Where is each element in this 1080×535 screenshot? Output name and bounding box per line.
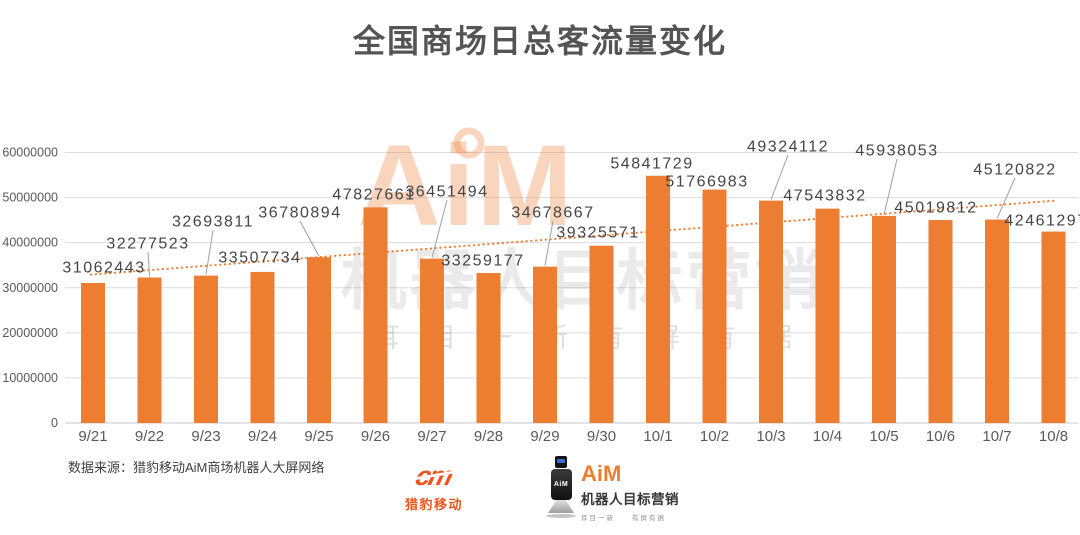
bar-value-label: 33507734: [218, 250, 301, 267]
bar: [137, 277, 162, 423]
bar-value-label: 49324112: [747, 139, 829, 156]
bar: [1041, 231, 1066, 423]
leader-line: [883, 158, 898, 216]
x-axis-tick-label: 10/6: [926, 428, 955, 445]
x-axis-tick-label: 9/27: [417, 428, 446, 445]
leader-line: [205, 229, 214, 275]
chart-title: 全国商场日总客流量变化: [352, 23, 727, 59]
x-axis-tick-label: 9/28: [474, 428, 503, 445]
x-axis-tick-label: 9/29: [530, 428, 559, 445]
bar: [533, 266, 557, 423]
y-axis-tick-label: 30000000: [2, 281, 58, 295]
y-axis-tick-label: 10000000: [2, 371, 58, 385]
cheetah-mobile-logo: cm 猎豹移动: [398, 460, 470, 513]
bar-value-label: 32277523: [106, 236, 189, 253]
x-axis-tick-label: 9/26: [361, 428, 390, 445]
x-axis-tick-label: 10/7: [982, 428, 1011, 445]
x-axis-tick-label: 9/24: [248, 428, 277, 445]
x-axis-tick-label: 10/2: [700, 428, 729, 445]
robot-body: AiM: [550, 469, 572, 500]
bar-value-label: 34678667: [511, 205, 594, 222]
robot-base: [548, 500, 574, 513]
watermark-line1: 机器人目标营销: [341, 243, 824, 317]
bar: [476, 273, 501, 423]
x-axis-tick-label: 9/21: [78, 428, 107, 445]
y-axis-tick-label: 0: [51, 416, 58, 430]
bar-value-label: 33259177: [441, 253, 524, 270]
x-axis-tick-label: 10/1: [643, 428, 672, 445]
bar: [872, 215, 896, 423]
bar: [759, 200, 783, 423]
bar-value-label: 47827661: [332, 187, 415, 204]
bar: [420, 258, 444, 423]
x-axis-tick-label: 9/25: [304, 428, 333, 445]
bar-value-label: 51766983: [665, 174, 748, 191]
leader-line: [544, 220, 554, 266]
cheetah-mobile-logo-text: 猎豹移动: [404, 497, 463, 512]
watermark-aim-ring-icon: [453, 127, 485, 159]
bar-value-label: 45019812: [894, 200, 977, 217]
x-axis-tick-label: 9/23: [191, 428, 220, 445]
leader-line: [431, 199, 448, 258]
y-axis-tick-label: 20000000: [2, 326, 58, 340]
leader-line: [770, 154, 789, 200]
bar: [250, 271, 275, 423]
bar: [589, 245, 614, 423]
aim-robot-icon: AiM: [544, 456, 578, 518]
bar: [81, 282, 105, 423]
y-axis-tick-label: 40000000: [2, 236, 58, 250]
aim-brand-text: AiM: [581, 461, 622, 486]
bar: [815, 208, 840, 423]
x-axis-tick-label: 10/5: [869, 428, 898, 445]
x-axis-tick-label: 9/22: [135, 428, 164, 445]
bar-value-label: 31062443: [62, 260, 145, 277]
bar-chart: 0 10000000 20000000 30000000 40000000 5000000…: [2, 122, 1080, 445]
aim-tagline-text: 耳目一新 有屏有据: [581, 515, 666, 522]
bar-value-label: 39325571: [556, 225, 639, 242]
bar-value-label: 42461297: [1004, 213, 1080, 230]
bar: [702, 189, 727, 423]
robot-head: [555, 456, 567, 468]
data-source-note: 数据来源：猎豹移动AiM商场机器人大屏网络: [68, 460, 325, 475]
cheetah-mobile-glyph: cm: [412, 460, 456, 491]
bar-value-label: 45120822: [973, 162, 1056, 179]
y-axis-tick-label: 50000000: [2, 191, 58, 205]
bar-value-label: 36780894: [258, 205, 341, 222]
watermark-aim-text: AiM: [358, 122, 575, 250]
leader-line: [996, 177, 1016, 219]
bar: [307, 257, 331, 423]
x-axis-tick-label: 10/3: [756, 428, 785, 445]
bar-value-label: 32693811: [172, 214, 254, 231]
aim-logo: AiM 机器人目标营销 耳目一新 有屏有据: [581, 461, 679, 523]
bar-value-label: 54841729: [610, 156, 693, 173]
leader-line: [147, 251, 150, 277]
bar-value-label: 36451494: [405, 184, 488, 201]
bar-value-label: 45938053: [855, 143, 938, 160]
robot-foot: [546, 514, 576, 518]
bar: [928, 220, 953, 423]
bar: [363, 207, 388, 423]
bar: [985, 219, 1009, 423]
x-axis-tick-label: 10/8: [1039, 428, 1068, 445]
robot-body-label: AiM: [553, 481, 569, 488]
cheetah-mobile-logo-icon: cm: [398, 460, 470, 491]
y-axis-tick-label: 60000000: [2, 146, 58, 160]
bar: [646, 175, 670, 423]
trend-line: [89, 199, 1057, 276]
bar: [194, 275, 218, 423]
leader-line: [299, 220, 320, 257]
bar-value-label: 47543832: [783, 188, 866, 205]
x-axis-tick-label: 10/4: [813, 428, 842, 445]
aim-name-text: 机器人目标营销: [581, 492, 679, 507]
x-axis-tick-label: 9/30: [587, 428, 616, 445]
